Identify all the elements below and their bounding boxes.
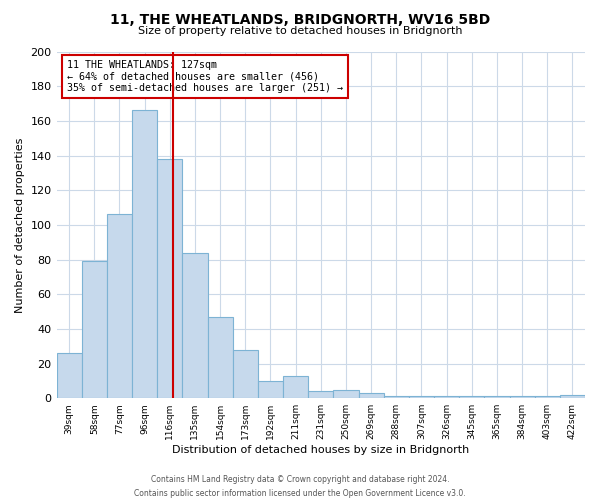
Bar bbox=[334, 390, 359, 398]
Bar bbox=[82, 262, 107, 398]
Bar bbox=[308, 392, 334, 398]
Bar bbox=[383, 396, 409, 398]
Bar bbox=[359, 393, 383, 398]
Y-axis label: Number of detached properties: Number of detached properties bbox=[15, 137, 25, 312]
Bar bbox=[560, 394, 585, 398]
Bar bbox=[56, 353, 82, 398]
Bar bbox=[283, 376, 308, 398]
Bar bbox=[208, 316, 233, 398]
Bar bbox=[157, 159, 182, 398]
Bar bbox=[182, 252, 208, 398]
X-axis label: Distribution of detached houses by size in Bridgnorth: Distribution of detached houses by size … bbox=[172, 445, 469, 455]
Text: Size of property relative to detached houses in Bridgnorth: Size of property relative to detached ho… bbox=[138, 26, 462, 36]
Bar bbox=[434, 396, 459, 398]
Text: 11 THE WHEATLANDS: 127sqm
← 64% of detached houses are smaller (456)
35% of semi: 11 THE WHEATLANDS: 127sqm ← 64% of detac… bbox=[67, 60, 343, 94]
Bar bbox=[459, 396, 484, 398]
Bar bbox=[107, 214, 132, 398]
Bar bbox=[409, 396, 434, 398]
Bar bbox=[535, 396, 560, 398]
Text: 11, THE WHEATLANDS, BRIDGNORTH, WV16 5BD: 11, THE WHEATLANDS, BRIDGNORTH, WV16 5BD bbox=[110, 12, 490, 26]
Bar bbox=[258, 381, 283, 398]
Bar bbox=[509, 396, 535, 398]
Text: Contains HM Land Registry data © Crown copyright and database right 2024.
Contai: Contains HM Land Registry data © Crown c… bbox=[134, 476, 466, 498]
Bar bbox=[484, 396, 509, 398]
Bar bbox=[233, 350, 258, 398]
Bar bbox=[132, 110, 157, 398]
